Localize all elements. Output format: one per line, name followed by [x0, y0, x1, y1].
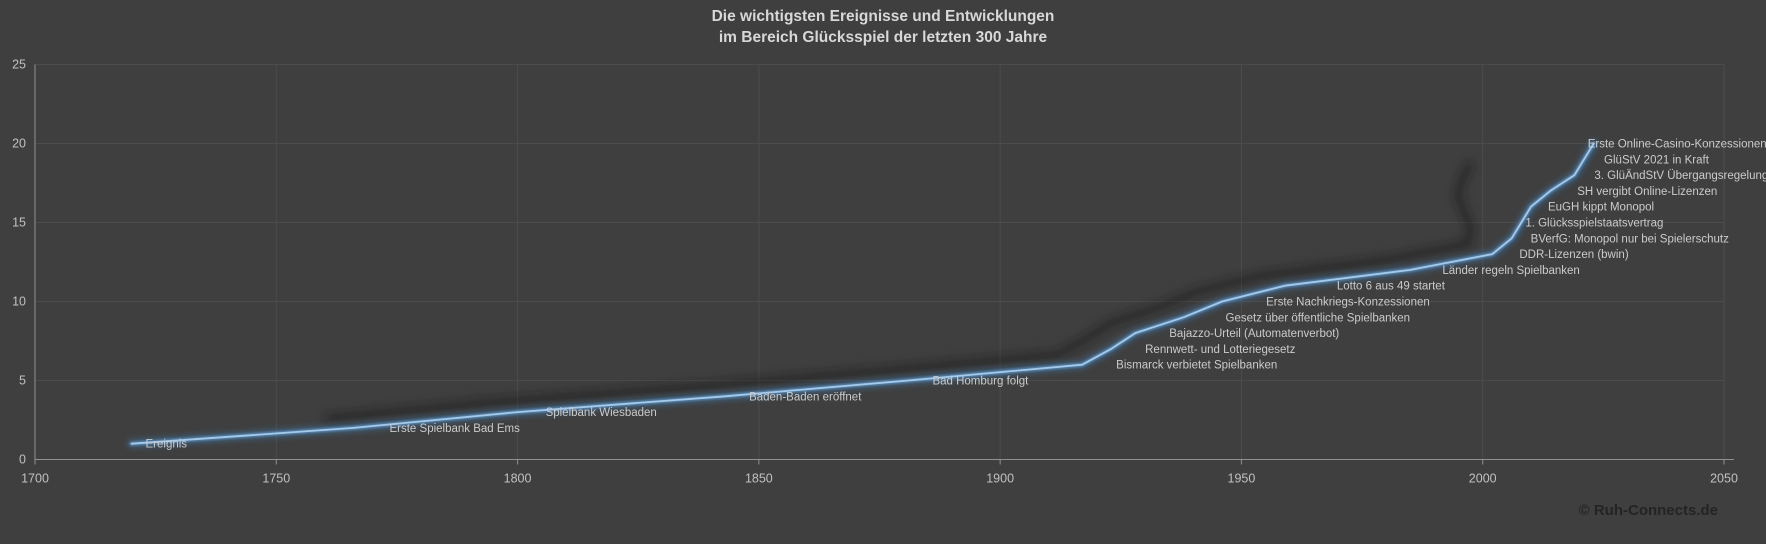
copyright-watermark: © Ruh-Connects.de — [1578, 502, 1718, 519]
event-label: GlüStV 2021 in Kraft — [1604, 154, 1710, 166]
event-label: 1. Glücksspielstaatsvertrag — [1525, 218, 1663, 230]
chart-title-line1: Die wichtigsten Ereignisse und Entwicklu… — [711, 8, 1055, 25]
chart-title-line2: im Bereich Glücksspiel der letzten 300 J… — [718, 29, 1048, 46]
event-label: DDR-Lizenzen (bwin) — [1519, 249, 1628, 261]
event-label: Rennwett- und Lotteriegesetz — [1145, 344, 1295, 356]
chart-title: Die wichtigsten Ereignisse und Entwicklu… — [0, 6, 1766, 48]
y-tick-label: 0 — [19, 453, 26, 467]
event-label: SH vergibt Online-Lizenzen — [1577, 186, 1717, 198]
event-label: Bismarck verbietet Spielbanken — [1116, 360, 1277, 372]
event-label: Baden-Baden eröffnet — [749, 391, 862, 403]
x-tick-label: 1750 — [262, 472, 290, 486]
x-tick-label: 1900 — [986, 472, 1014, 486]
y-tick-label: 20 — [12, 137, 26, 151]
x-tick-label: 1700 — [21, 472, 49, 486]
event-label: Gesetz über öffentliche Spielbanken — [1226, 312, 1411, 324]
event-line-glow-inner — [129, 141, 1596, 446]
event-label: Lotto 6 aus 49 startet — [1337, 281, 1446, 293]
y-tick-label: 5 — [19, 374, 26, 388]
event-label: 3. GlüÄndStV Übergangsregelung — [1594, 170, 1766, 182]
y-tick-label: 15 — [12, 216, 26, 230]
y-tick-label: 25 — [12, 58, 26, 72]
event-label: Erste Spielbank Bad Ems — [389, 423, 520, 435]
x-tick-label: 1800 — [504, 472, 532, 486]
event-label: Erste Online-Casino-Konzessionen — [1588, 139, 1766, 151]
event-label: BVerfG: Monopol nur bei Spielerschutz — [1531, 233, 1729, 245]
x-tick-label: 2050 — [1710, 472, 1738, 486]
event-line-shadow — [324, 161, 1475, 422]
event-line-glow — [127, 139, 1599, 449]
event-line — [130, 142, 1595, 445]
x-tick-label: 1850 — [745, 472, 773, 486]
event-label: Länder regeln Spielbanken — [1442, 265, 1579, 277]
event-label: Bad Homburg folgt — [932, 376, 1029, 388]
event-label: EuGH kippt Monopol — [1548, 202, 1654, 214]
x-tick-label: 2000 — [1469, 472, 1497, 486]
event-label: Spielbank Wiesbaden — [546, 407, 657, 419]
x-tick-label: 1950 — [1228, 472, 1256, 486]
event-label: Ereignis — [146, 439, 188, 451]
y-tick-label: 10 — [12, 295, 26, 309]
event-label: Bajazzo-Urteil (Automatenverbot) — [1169, 328, 1339, 340]
event-label: Erste Nachkriegs-Konzessionen — [1266, 297, 1430, 309]
